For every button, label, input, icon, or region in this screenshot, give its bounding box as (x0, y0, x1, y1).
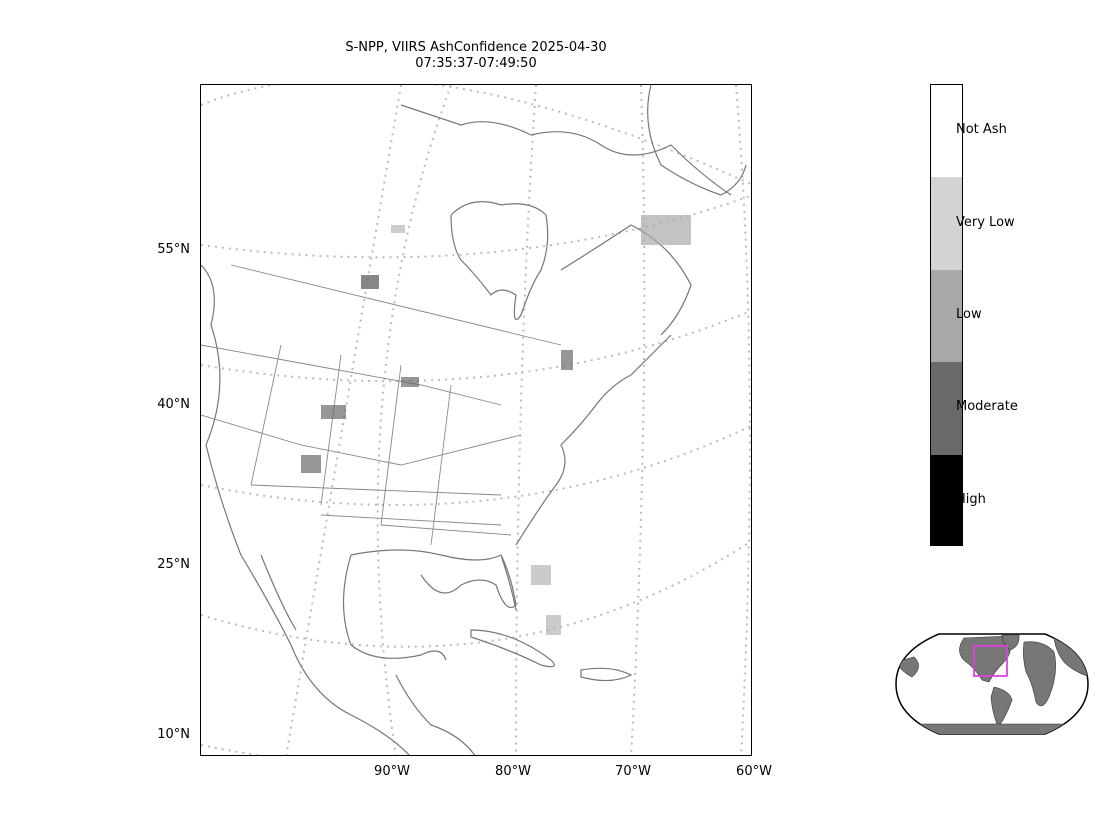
colorbar-legend: Not Ash Very Low Low Moderate High (930, 84, 1018, 546)
lon-label-70w: 70°W (615, 764, 651, 779)
globe-inset-canvas (895, 633, 1089, 735)
map-title: S-NPP, VIIRS AshConfidence 2025-04-30 07… (200, 40, 752, 72)
lon-label-60w: 60°W (736, 764, 772, 779)
colorbar-label-very-low: Very Low (956, 215, 1015, 230)
lat-label-25n: 25°N (157, 557, 190, 572)
map-panel (200, 84, 752, 756)
colorbar-high-swatch (931, 455, 962, 545)
coastlines (201, 85, 747, 755)
title-line2: 07:35:37-07:49:50 (415, 56, 537, 71)
colorbar-label-moderate: Moderate (956, 399, 1018, 414)
title-line1: S-NPP, VIIRS AshConfidence 2025-04-30 (345, 40, 607, 55)
longitude-gridlines (285, 85, 751, 755)
globe-region-box (973, 645, 1008, 677)
colorbar-low-swatch (931, 270, 962, 362)
colorbar-label-not-ash: Not Ash (956, 122, 1007, 137)
colorbar-label-high: High (956, 492, 986, 507)
colorbar-very-low-swatch (931, 177, 962, 270)
map-canvas (201, 85, 751, 755)
lon-label-90w: 90°W (374, 764, 410, 779)
lat-label-10n: 10°N (157, 727, 190, 742)
colorbar-moderate-swatch (931, 362, 962, 455)
latitude-gridlines (201, 85, 751, 755)
state-borders (201, 264, 562, 546)
ash-confidence-pixels (301, 215, 691, 635)
colorbar-not-ash-swatch (931, 85, 962, 177)
colorbar-label-low: Low (956, 307, 982, 322)
lon-label-80w: 80°W (495, 764, 531, 779)
lat-label-55n: 55°N (157, 242, 190, 257)
lat-label-40n: 40°N (157, 397, 190, 412)
globe-inset (894, 632, 1090, 740)
